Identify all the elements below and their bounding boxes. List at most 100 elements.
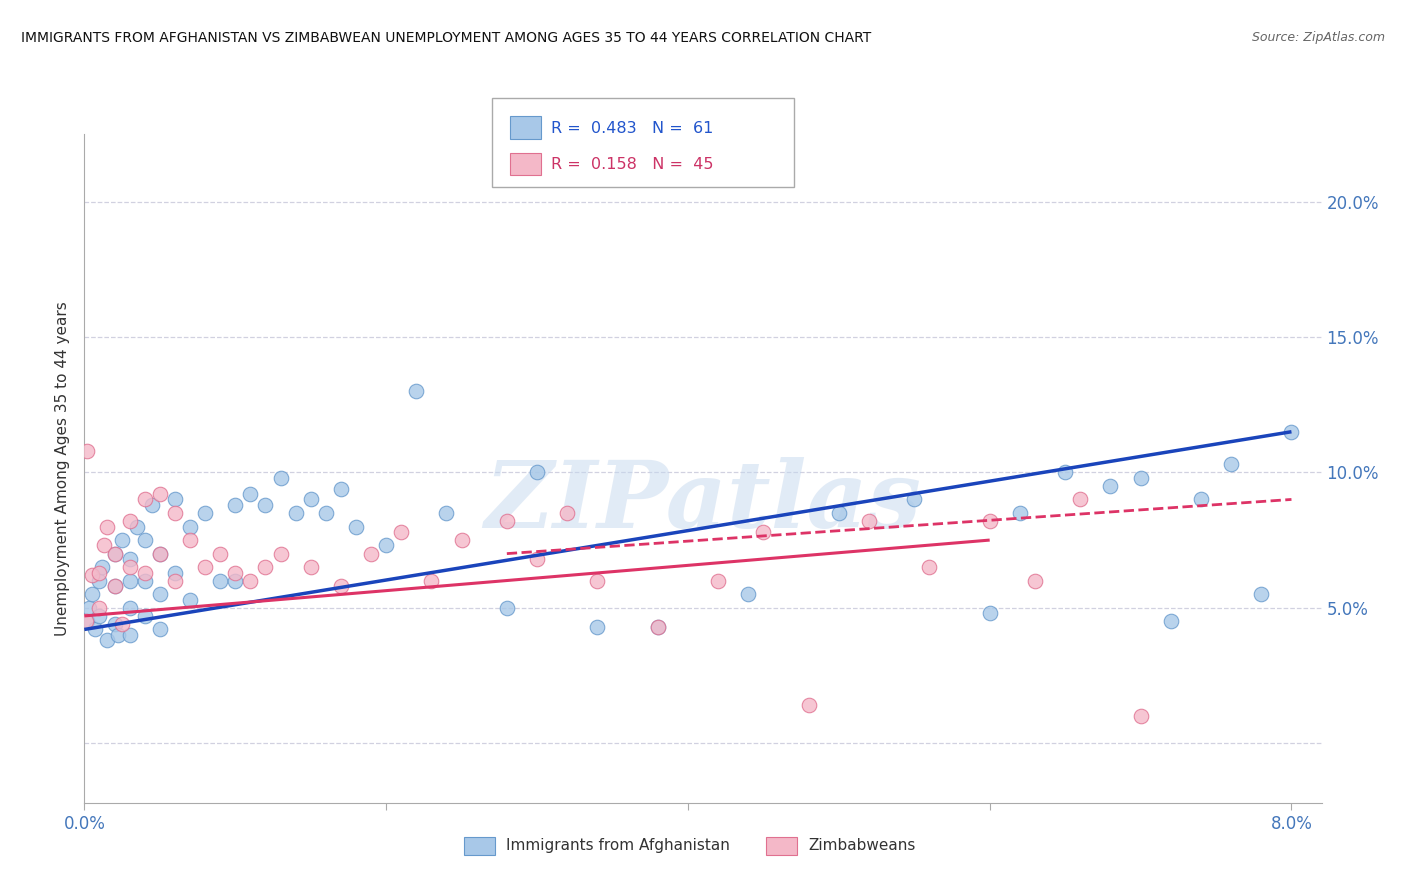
Point (149, 547, 172, 561)
Point (858, 514, 880, 528)
Text: Source: ZipAtlas.com: Source: ZipAtlas.com (1251, 31, 1385, 45)
Point (103, 579, 125, 593)
Point (141, 498, 163, 512)
Point (1099, 479, 1122, 493)
Point (76, 443, 98, 458)
Text: R =  0.158   N =  45: R = 0.158 N = 45 (551, 157, 714, 172)
Point (1189, 492, 1212, 507)
Point (91, 560, 114, 574)
Point (495, 600, 517, 615)
Point (163, 574, 186, 588)
Point (270, 547, 292, 561)
Point (797, 698, 820, 713)
Point (179, 519, 201, 533)
Point (526, 466, 548, 480)
Point (420, 574, 443, 588)
Point (299, 560, 322, 574)
Point (389, 524, 412, 539)
Point (75, 615, 97, 629)
Point (163, 506, 186, 520)
Point (555, 506, 578, 520)
Point (1024, 574, 1046, 588)
Point (299, 492, 322, 507)
Point (375, 539, 398, 553)
Point (76, 615, 98, 629)
FancyBboxPatch shape (464, 837, 495, 855)
Point (149, 587, 172, 601)
Point (224, 498, 246, 512)
Text: Immigrants from Afghanistan: Immigrants from Afghanistan (506, 838, 730, 853)
Point (89, 566, 111, 580)
Point (149, 623, 172, 637)
Point (436, 506, 458, 520)
Point (194, 560, 217, 574)
Point (209, 547, 232, 561)
Point (586, 574, 609, 588)
Point (239, 487, 262, 501)
Point (118, 600, 141, 615)
Point (1281, 425, 1303, 439)
Point (179, 533, 201, 547)
Point (209, 574, 232, 588)
Point (405, 384, 427, 398)
Point (118, 628, 141, 642)
Point (315, 506, 337, 520)
Point (224, 566, 246, 580)
Point (179, 592, 201, 607)
Point (149, 547, 172, 561)
Point (979, 514, 1001, 528)
Point (526, 552, 548, 566)
Point (1160, 615, 1182, 629)
Point (329, 482, 352, 496)
Y-axis label: Unemployment Among Ages 35 to 44 years: Unemployment Among Ages 35 to 44 years (55, 301, 70, 636)
Point (134, 574, 156, 588)
Point (103, 617, 125, 632)
Point (1008, 506, 1031, 520)
Point (134, 533, 156, 547)
Point (254, 560, 277, 574)
Point (707, 574, 730, 588)
Point (89, 608, 111, 623)
Text: IMMIGRANTS FROM AFGHANISTAN VS ZIMBABWEAN UNEMPLOYMENT AMONG AGES 35 TO 44 YEARS: IMMIGRANTS FROM AFGHANISTAN VS ZIMBABWEA… (21, 31, 872, 45)
Point (329, 579, 352, 593)
Point (103, 547, 125, 561)
Point (80, 587, 103, 601)
Point (111, 533, 134, 547)
Point (107, 628, 129, 642)
Point (979, 606, 1001, 620)
Point (1220, 457, 1243, 471)
Point (84, 623, 107, 637)
Point (89, 600, 111, 615)
Point (495, 514, 517, 528)
Point (118, 514, 141, 528)
Point (118, 552, 141, 566)
Point (647, 620, 669, 634)
Point (284, 506, 307, 520)
Point (737, 587, 759, 601)
Point (752, 524, 775, 539)
Point (89, 574, 111, 588)
Point (93, 539, 115, 553)
Point (118, 574, 141, 588)
Text: ZIPatlas: ZIPatlas (485, 457, 921, 547)
Point (647, 620, 669, 634)
Point (254, 498, 277, 512)
Text: R =  0.483   N =  61: R = 0.483 N = 61 (551, 120, 713, 136)
Point (80, 568, 103, 582)
Point (134, 492, 156, 507)
Text: Zimbabweans: Zimbabweans (808, 838, 915, 853)
Point (828, 506, 851, 520)
Point (1250, 587, 1272, 601)
Point (1069, 492, 1091, 507)
Point (1129, 709, 1152, 723)
FancyBboxPatch shape (510, 116, 541, 139)
Point (360, 547, 382, 561)
Point (111, 617, 134, 632)
Point (586, 620, 609, 634)
Point (1054, 466, 1077, 480)
Point (903, 492, 925, 507)
FancyBboxPatch shape (510, 153, 541, 175)
Point (127, 519, 149, 533)
Point (270, 471, 292, 485)
Point (224, 574, 246, 588)
